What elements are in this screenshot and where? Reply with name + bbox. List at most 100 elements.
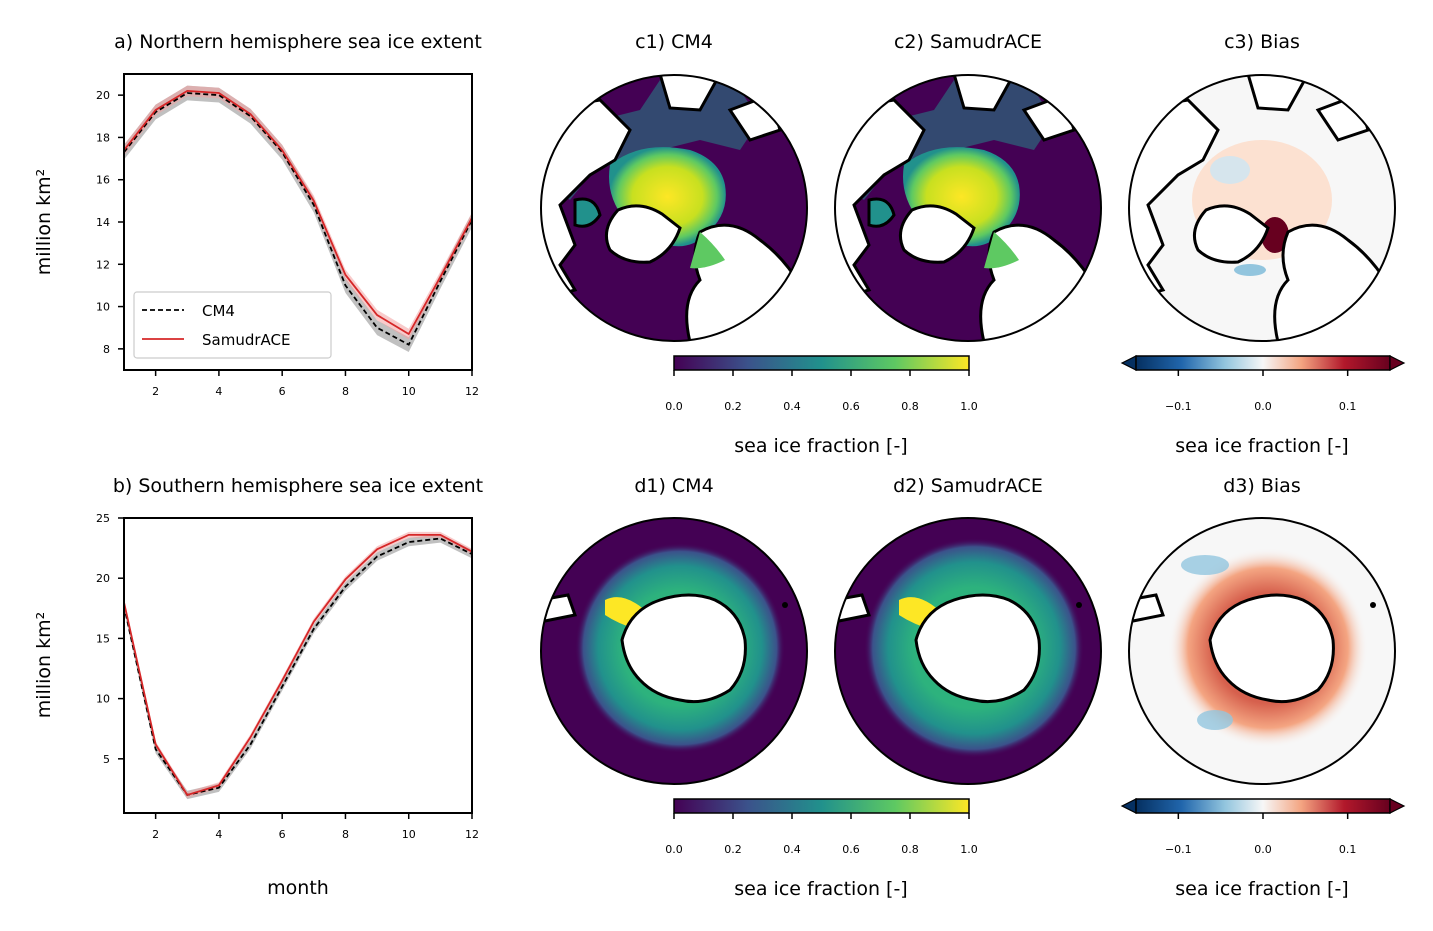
colorbar-fraction-top: 0.0 0.2 0.4 0.6 0.8 1.0 sea ice fraction [-]	[665, 355, 978, 457]
map-d3-antarctic-bias	[1128, 517, 1396, 785]
colorbar-tick-label: 0.0	[665, 843, 683, 856]
colorbar-gradient	[673, 798, 970, 814]
colorbar-ticks: −0.1 0.0 0.1	[1165, 370, 1356, 413]
map-c1-arctic-fraction	[540, 74, 808, 342]
colorbar-extend-low	[1120, 798, 1137, 814]
colorbar-tick-label: −0.1	[1165, 843, 1192, 856]
panel-b-plot-area: 2 4 6 8 10 12 5 10 15 20 25	[96, 512, 479, 841]
x-tick-label: 6	[279, 828, 286, 841]
panel-b-southern-extent: b) Southern hemisphere sea ice extent 2 4…	[33, 475, 483, 899]
landmass	[657, 75, 723, 112]
colorbar-tick-label: 0.0	[1254, 400, 1272, 413]
colorbar-extend-high	[1389, 355, 1406, 371]
x-tick-label: 4	[215, 385, 222, 398]
y-tick-label: 15	[96, 632, 110, 645]
panel-a-frame	[123, 73, 473, 371]
colorbar-tick-label: 0.2	[724, 843, 742, 856]
colorbar-label: sea ice fraction [-]	[1175, 878, 1348, 900]
landmass	[604, 204, 682, 264]
colorbar-fraction-bottom: 0.0 0.2 0.4 0.6 0.8 1.0 sea ice fraction [-]	[665, 798, 978, 900]
y-tick-label: 10	[96, 693, 110, 706]
panel-a-plot-area: 2 4 6 8 10 12 8 10 12 14 16 18 20	[96, 85, 479, 398]
map-d2-title: d2) SamudrACE	[893, 475, 1043, 497]
landmass	[898, 204, 976, 264]
colorbar-label: sea ice fraction [-]	[1175, 435, 1348, 457]
y-tick-label: 16	[96, 174, 110, 187]
colorbar-tick-label: 1.0	[960, 400, 978, 413]
island	[1076, 602, 1082, 608]
colorbar-bias-top: −0.1 0.0 0.1 sea ice fraction [-]	[1120, 355, 1406, 457]
series-line-cm4	[123, 92, 473, 346]
map-boundary	[1128, 517, 1396, 785]
uncertainty-band-samudrace	[124, 85, 472, 340]
colorbar-tick-label: 0.8	[901, 400, 919, 413]
colorbar-extend-high	[1389, 798, 1406, 814]
map-d1-title: d1) CM4	[634, 475, 713, 497]
y-tick-label: 8	[103, 343, 110, 356]
y-tick-label: 5	[103, 753, 110, 766]
bias-negative	[1181, 555, 1229, 575]
panel-b-frame	[123, 517, 473, 814]
colorbar-label: sea ice fraction [-]	[734, 435, 907, 457]
y-tick-label: 20	[96, 572, 110, 585]
ice-tongue	[690, 232, 725, 269]
y-tick-label: 18	[96, 131, 110, 144]
x-tick-label: 10	[402, 385, 416, 398]
y-tick-label: 20	[96, 89, 110, 102]
map-c1-title: c1) CM4	[635, 31, 713, 53]
colorbar-tick-label: 0.1	[1339, 843, 1357, 856]
panel-a-northern-extent: a) Northern hemisphere sea ice extent 2 4…	[33, 31, 482, 398]
map-boundary	[1128, 74, 1396, 342]
x-tick-label: 8	[342, 828, 349, 841]
map-c2-arctic-fraction	[834, 74, 1102, 342]
uncertainty-band-cm4	[124, 534, 472, 800]
map-d1-antarctic-fraction	[540, 517, 808, 785]
panel-a-title: a) Northern hemisphere sea ice extent	[114, 31, 482, 53]
bias-negative	[1234, 264, 1266, 276]
bias-negative	[1197, 710, 1233, 730]
colorbar-tick-label: 0.0	[665, 400, 683, 413]
colorbar-ticks: 0.0 0.2 0.4 0.6 0.8 1.0	[665, 370, 978, 413]
map-c3-arctic-bias	[1128, 74, 1396, 342]
colorbar-tick-label: 0.2	[724, 400, 742, 413]
colorbar-gradient	[1135, 355, 1391, 371]
y-tick-label: 10	[96, 301, 110, 314]
map-boundary	[540, 74, 808, 342]
colorbar-tick-label: 0.0	[1254, 843, 1272, 856]
colorbar-extend-low	[1120, 355, 1137, 371]
panel-a-legend: CM4 SamudrACE	[133, 291, 332, 359]
antarctica	[914, 593, 1041, 704]
landmass	[951, 75, 1017, 112]
colorbar-tick-label: 0.6	[842, 400, 860, 413]
panel-a-ylabel: million km²	[33, 169, 55, 275]
series-line-samudrace	[123, 533, 473, 797]
island	[1370, 602, 1376, 608]
colorbar-tick-label: 0.4	[783, 400, 801, 413]
landmass	[1192, 204, 1270, 264]
map-boundary	[834, 517, 1102, 785]
x-tick-label: 6	[279, 385, 286, 398]
colorbar-tick-label: 0.6	[842, 843, 860, 856]
map-d2-antarctic-fraction	[834, 517, 1102, 785]
uncertainty-band-samudrace	[124, 531, 472, 798]
legend-label-cm4: CM4	[202, 302, 235, 320]
series-line-cm4	[123, 537, 473, 796]
x-tick-label: 8	[342, 385, 349, 398]
hudson-bay	[867, 197, 896, 228]
x-tick-label: 2	[152, 385, 159, 398]
x-tick-label: 2	[152, 828, 159, 841]
map-c2-title: c2) SamudrACE	[894, 31, 1042, 53]
map-boundary	[834, 74, 1102, 342]
y-tick-label: 25	[96, 512, 110, 525]
ice-tongue	[984, 232, 1019, 269]
x-tick-label: 12	[465, 828, 479, 841]
map-c3-title: c3) Bias	[1224, 31, 1300, 53]
island	[782, 602, 788, 608]
bias-strong-positive	[1261, 217, 1289, 253]
y-tick-label: 12	[96, 258, 110, 271]
panel-b-ylabel: million km²	[33, 612, 55, 718]
antarctica	[1208, 593, 1335, 704]
colorbar-tick-label: 1.0	[960, 843, 978, 856]
series-line-samudrace	[123, 89, 473, 336]
